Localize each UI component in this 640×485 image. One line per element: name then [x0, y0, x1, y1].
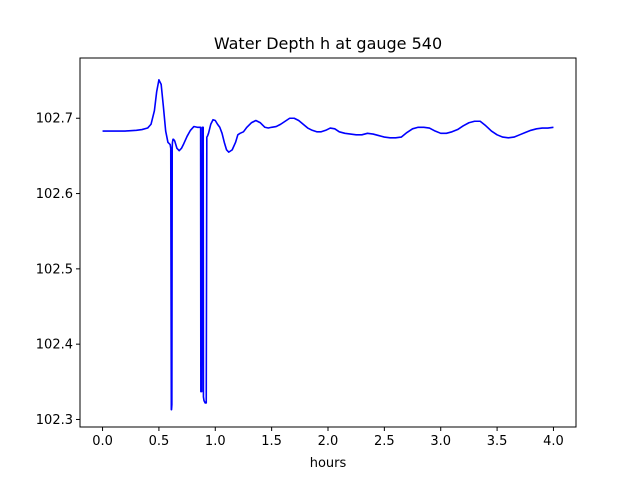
x-tick-label: 3.5 — [487, 434, 508, 449]
y-tick-label: 102.7 — [36, 112, 73, 127]
y-tick-label: 102.6 — [36, 187, 73, 202]
chart-title: Water Depth h at gauge 540 — [214, 34, 442, 53]
plot-area — [80, 58, 576, 427]
x-tick-label: 4.0 — [543, 434, 564, 449]
y-tick-label: 102.3 — [36, 413, 73, 428]
x-tick-label: 0.5 — [149, 434, 170, 449]
y-tick-label: 102.4 — [36, 338, 73, 353]
x-tick-label: 0.0 — [92, 434, 113, 449]
y-tick-label: 102.5 — [36, 262, 73, 277]
x-axis-ticks: 0.0 0.5 1.0 1.5 2.0 2.5 3.0 3.5 4.0 — [92, 427, 564, 449]
x-tick-label: 2.0 — [318, 434, 339, 449]
x-tick-label: 2.5 — [374, 434, 395, 449]
series-layer — [102, 79, 554, 411]
y-axis-ticks: 102.3 102.4 102.5 102.6 102.7 — [36, 112, 80, 428]
x-tick-label: 1.5 — [261, 434, 282, 449]
x-tick-label: 1.0 — [205, 434, 226, 449]
x-tick-label: 3.0 — [430, 434, 451, 449]
plot-frame — [79, 57, 577, 428]
x-axis-label: hours — [310, 456, 347, 471]
series-line-0 — [102, 79, 554, 411]
